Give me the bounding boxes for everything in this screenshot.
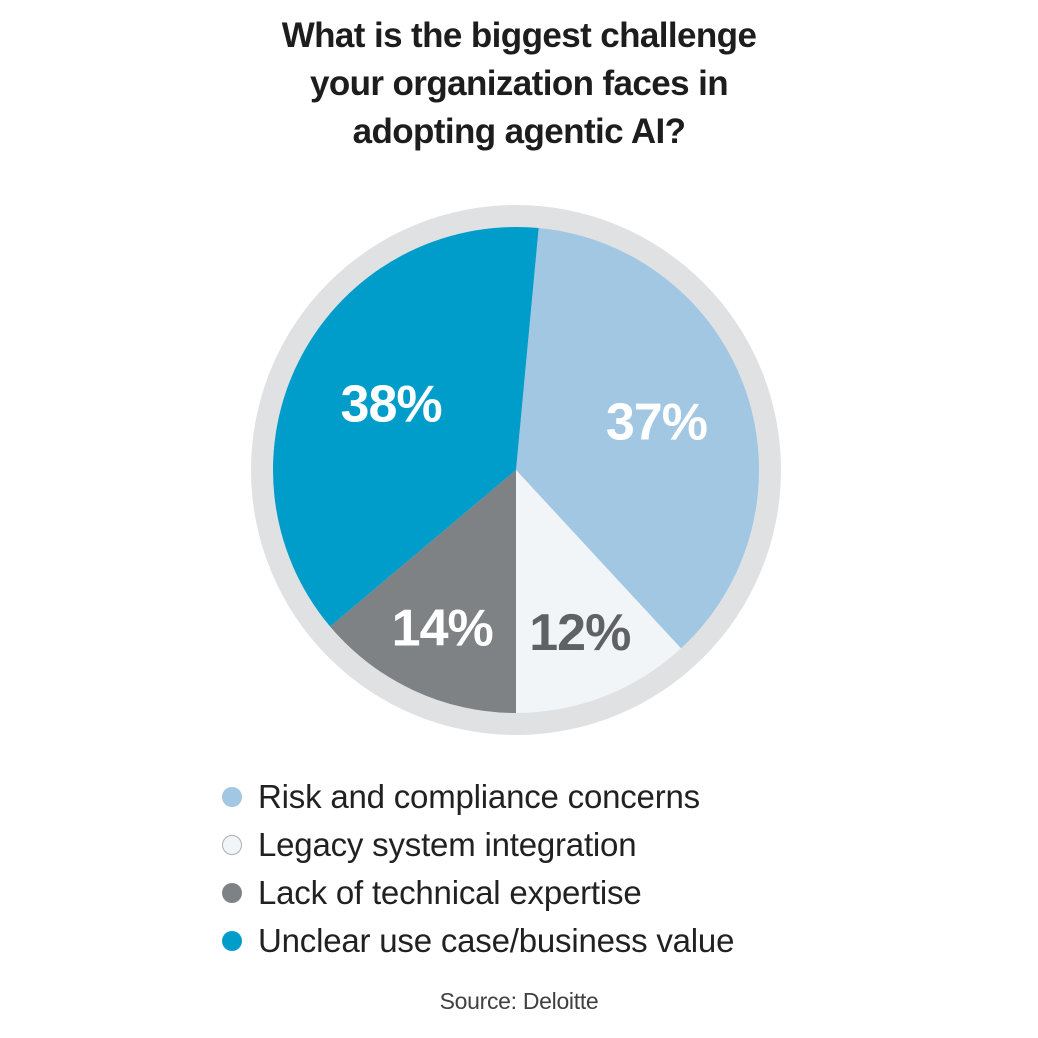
legend-item: Lack of technical expertise [222, 869, 734, 917]
slice-value-label-legacy-system-integration: 12% [529, 604, 630, 662]
pie-slice-risk-and-compliance [516, 228, 760, 649]
slice-value-label-unclear-use-case-business-value: 38% [341, 376, 442, 434]
legend-swatch-lack-of-technical-expertise-icon [222, 883, 242, 903]
slice-value-label-lack-of-technical-expertise: 14% [392, 600, 493, 658]
chart-title-line-1: What is the biggest challenge [281, 16, 757, 55]
legend-swatch-legacy-system-integration-icon [222, 835, 242, 855]
legend-item: Legacy system integration [222, 821, 734, 869]
legend-label: Lack of technical expertise [258, 874, 642, 911]
pie-slice-legacy-system-integration [515, 470, 682, 713]
pie-slice-unclear-use-case-business-value [272, 227, 539, 627]
legend-swatch-risk-and-compliance-icon [222, 787, 242, 807]
pie-chart: 37% 12% 14% 38% [248, 202, 784, 738]
pie-slice-lack-of-technical-expertise [330, 470, 516, 713]
source-credit: Source: Deloitte [439, 988, 599, 1014]
slice-value-label-risk-and-compliance: 37% [606, 394, 707, 452]
chart-title-line-3: adopting agentic AI? [352, 112, 686, 151]
pie-svg: 37% 12% 14% 38% [251, 205, 781, 735]
chart-title: What is the biggest challenge your organ… [0, 12, 1038, 156]
legend-label: Legacy system integration [258, 826, 637, 863]
legend-label: Risk and compliance concerns [258, 778, 700, 815]
legend-swatch-unclear-use-case-icon [222, 931, 242, 951]
legend-item: Unclear use case/business value [222, 917, 734, 965]
legend: Risk and compliance concerns Legacy syst… [222, 773, 734, 965]
legend-label: Unclear use case/business value [258, 922, 735, 959]
legend-item: Risk and compliance concerns [222, 773, 734, 821]
chart-title-line-2: your organization faces in [309, 64, 729, 103]
